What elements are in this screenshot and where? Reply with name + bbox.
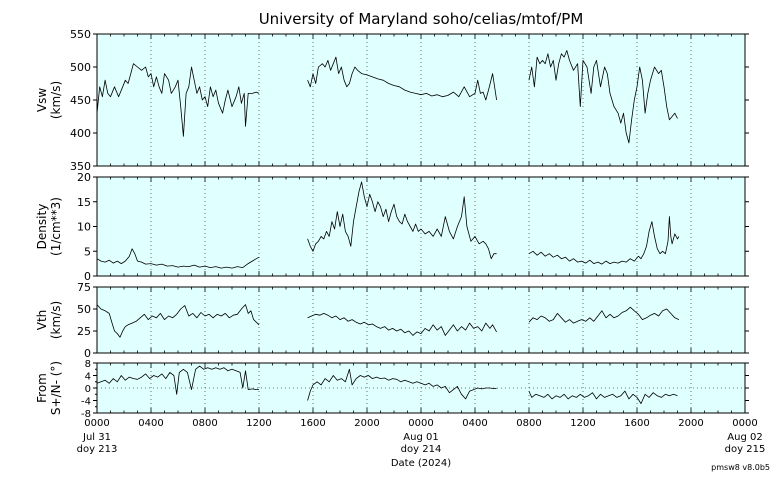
y-axis-label-line: Vth <box>35 310 49 331</box>
y-tick-label: 15 <box>77 196 91 209</box>
data-series-line <box>96 248 260 269</box>
y-axis-label-line: (km/s) <box>49 301 63 339</box>
data-series-line <box>307 56 497 101</box>
x-tick-label: 2000 <box>678 418 703 429</box>
y-tick-label: 0 <box>85 384 91 395</box>
y-axis-label: Density(1/cm**3) <box>35 197 63 256</box>
y-axis-label-line: (1/cm**3) <box>49 197 63 256</box>
y-tick-label: 400 <box>70 127 91 140</box>
x-tick-label: 1600 <box>300 418 325 429</box>
x-axis-label: Date (2024) <box>391 458 451 469</box>
y-axis-label-line: Density <box>35 204 49 250</box>
y-tick-label: 500 <box>70 61 91 74</box>
y-axis-label: Vsw(km/s) <box>35 81 63 119</box>
y-axis-label-line: (km/s) <box>49 81 63 119</box>
data-series-line <box>96 63 260 137</box>
x-tick-label: 0000 <box>84 418 109 429</box>
x-doy-label: doy 213 <box>77 444 118 455</box>
y-tick-label: 5 <box>84 245 91 258</box>
y-tick-label: 8 <box>85 359 91 370</box>
version-footer: pmsw8 v8.0b5 <box>711 463 770 472</box>
x-tick-label: 0800 <box>516 418 541 429</box>
data-series-line <box>528 216 680 265</box>
x-doy-label: doy 214 <box>401 444 442 455</box>
x-tick-label: 2000 <box>354 418 379 429</box>
x-tick-label: 1200 <box>246 418 271 429</box>
y-tick-label: 350 <box>70 160 91 173</box>
x-date-label: Aug 02 <box>727 432 762 443</box>
panel-vth: 0 25 50 75 Vth(km/s) <box>35 281 749 360</box>
y-tick-label: 0 <box>84 270 91 283</box>
data-series-line <box>96 365 259 395</box>
y-tick-label: 550 <box>70 28 91 41</box>
y-tick-label: 50 <box>77 303 91 316</box>
y-tick-label: 75 <box>77 281 91 294</box>
panel-density: 0 5 10 15 20 Density(1/cm**3) <box>35 171 749 283</box>
y-axis-label-line: S+/N- (°) <box>49 361 63 415</box>
y-axis-label-line: Vsw <box>35 88 49 112</box>
y-tick-label: -4 <box>81 397 91 408</box>
y-tick-label: -8 <box>81 409 91 420</box>
panel-from: -8-4 04 8 FromS+/N- (°) <box>35 359 749 420</box>
x-tick-label: 0800 <box>192 418 217 429</box>
x-doy-label: doy 215 <box>725 444 766 455</box>
y-tick-label: 450 <box>70 94 91 107</box>
data-series-line <box>307 181 497 260</box>
y-tick-label: 25 <box>77 325 91 338</box>
y-tick-label: 4 <box>85 372 91 383</box>
panel-background <box>96 33 746 167</box>
data-series-line <box>528 390 678 404</box>
y-axis-label: FromS+/N- (°) <box>35 361 63 415</box>
y-tick-label: 0 <box>84 347 91 360</box>
data-series-line <box>528 50 678 144</box>
y-tick-label: 10 <box>77 221 91 234</box>
x-tick-label: 1200 <box>570 418 595 429</box>
panels: 350400450500550Vsw(km/s)05101520Density(… <box>35 28 749 420</box>
data-series-line <box>528 306 680 324</box>
x-tick-label: 0000 <box>408 418 433 429</box>
y-axis-label-line: From <box>35 373 49 403</box>
panel-vsw: 350 400 450 500 550 Vsw(km/s) <box>35 28 749 173</box>
data-series-line <box>307 368 497 401</box>
y-tick-label: 20 <box>77 171 91 184</box>
x-tick-label: 0400 <box>462 418 487 429</box>
chart-title: University of Maryland soho/celias/mtof/… <box>259 10 584 28</box>
data-series-line <box>96 304 260 338</box>
x-tick-label: 1600 <box>624 418 649 429</box>
x-tick-label: 0400 <box>138 418 163 429</box>
data-series-line <box>307 313 497 336</box>
x-date-label: Aug 01 <box>403 432 438 443</box>
y-axis-label: Vth(km/s) <box>35 301 63 339</box>
x-tick-label: 0000 <box>732 418 757 429</box>
x-date-label: Jul 31 <box>82 432 111 443</box>
